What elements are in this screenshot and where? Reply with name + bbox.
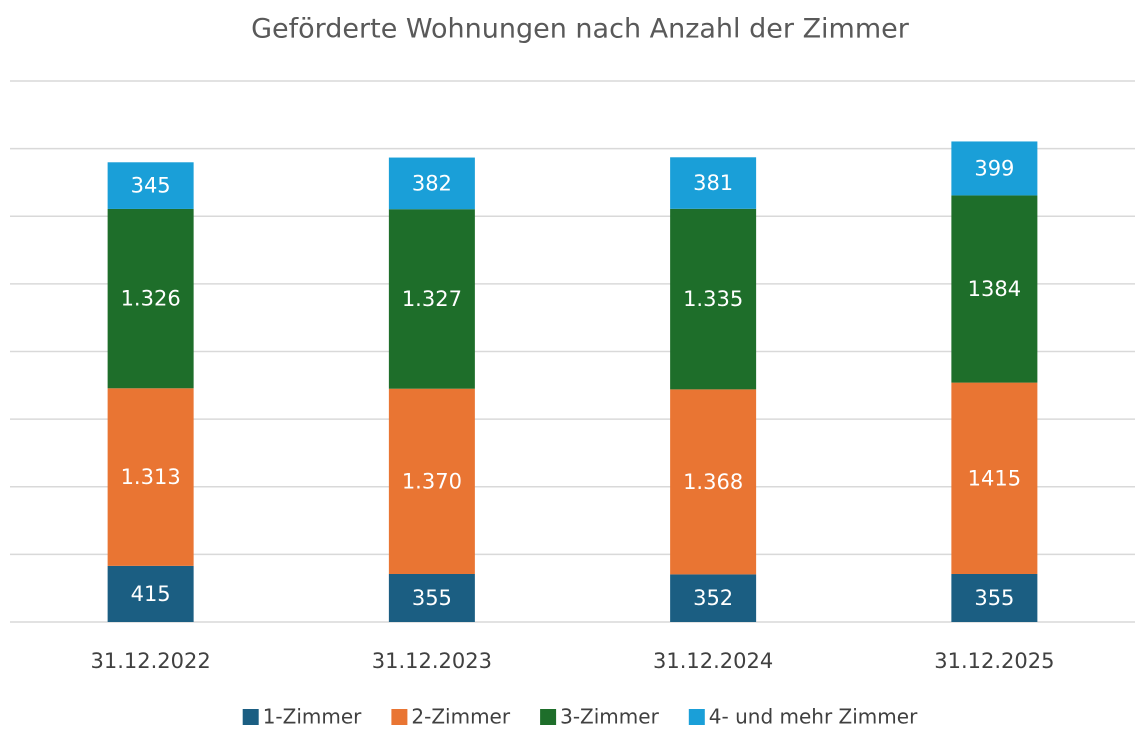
data-label: 345 [131,174,171,198]
x-tick-label: 31.12.2023 [372,649,492,673]
bar-segment [951,382,1038,574]
bar-segment [670,389,757,575]
legend-swatch [688,709,705,725]
data-label: 355 [412,586,452,610]
bar-segment [951,195,1038,383]
bar-segment [107,388,194,566]
x-tick-label: 31.12.2022 [91,649,211,673]
data-label: 415 [131,582,171,606]
legend-swatch [540,709,557,725]
bar-segment [951,573,1038,622]
x-tick-label: 31.12.2024 [653,649,773,673]
x-tick-label: 31.12.2025 [934,649,1054,673]
bar-segment [107,162,194,209]
bar-segment [951,141,1038,196]
legend-swatch [242,709,259,725]
data-label: 1.313 [121,465,181,489]
data-label: 1.335 [683,287,743,311]
legend-label: 3-Zimmer [560,705,659,729]
bar-segment [388,157,475,210]
data-label: 1.368 [683,470,743,494]
bar-segment [388,388,475,574]
data-label: 352 [693,586,733,610]
legend-label: 2-Zimmer [411,705,510,729]
data-label: 1384 [968,277,1021,301]
legend-swatch [391,709,408,725]
legend-label: 4- und mehr Zimmer [709,705,918,729]
bar-segment [670,208,757,390]
bar-segment [388,573,475,622]
legend-label: 1-Zimmer [263,705,362,729]
data-label: 1415 [968,466,1021,490]
bar-segment [670,574,757,622]
data-label: 382 [412,171,452,195]
data-label: 1.327 [402,287,462,311]
data-label: 355 [974,586,1014,610]
data-label: 1.326 [121,287,181,311]
bar-segment [107,208,194,389]
bar-segment [107,565,194,622]
data-label: 1.370 [402,469,462,493]
bar-segment [670,157,757,209]
bar-segment [388,209,475,389]
data-label: 399 [974,156,1014,180]
data-label: 381 [693,171,733,195]
chart-title: Geförderte Wohnungen nach Anzahl der Zim… [251,14,910,45]
